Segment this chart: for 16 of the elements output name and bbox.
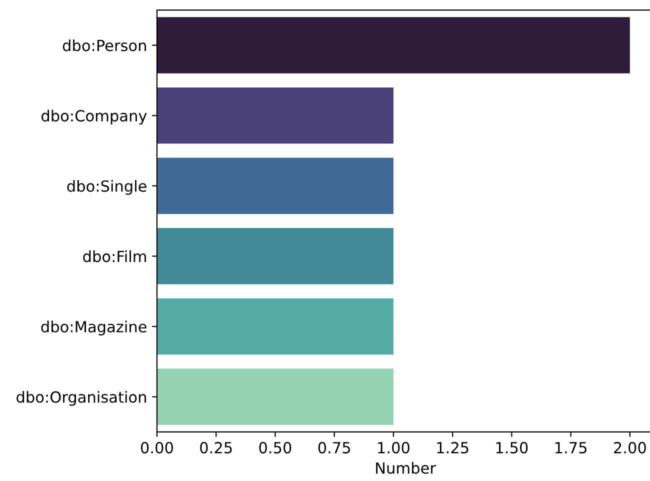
x-tick-label: 1.25 bbox=[437, 442, 468, 454]
x-tick-label: 0.50 bbox=[259, 442, 292, 454]
x-tick-label: 2.00 bbox=[614, 442, 646, 454]
y-tick-label: dbo:Single bbox=[67, 180, 146, 195]
y-tick-label: dbo:Magazine bbox=[41, 320, 146, 336]
x-tick-label: 0.75 bbox=[318, 442, 350, 454]
y-tick-label: dbo:Person bbox=[62, 39, 146, 52]
x-tick-label: 1.75 bbox=[555, 442, 586, 454]
x-tick-label: 1.50 bbox=[496, 442, 528, 454]
y-tick-label: dbo:Organisation bbox=[16, 390, 146, 406]
x-axis-title: Number bbox=[376, 462, 436, 474]
y-tick-label: dbo:Film bbox=[83, 250, 146, 262]
y-tick-label: dbo:Company bbox=[42, 110, 147, 125]
x-tick-label: 0.00 bbox=[140, 442, 173, 454]
x-tick-label: 0.25 bbox=[200, 442, 232, 454]
x-tick-label: 1.00 bbox=[378, 442, 410, 454]
